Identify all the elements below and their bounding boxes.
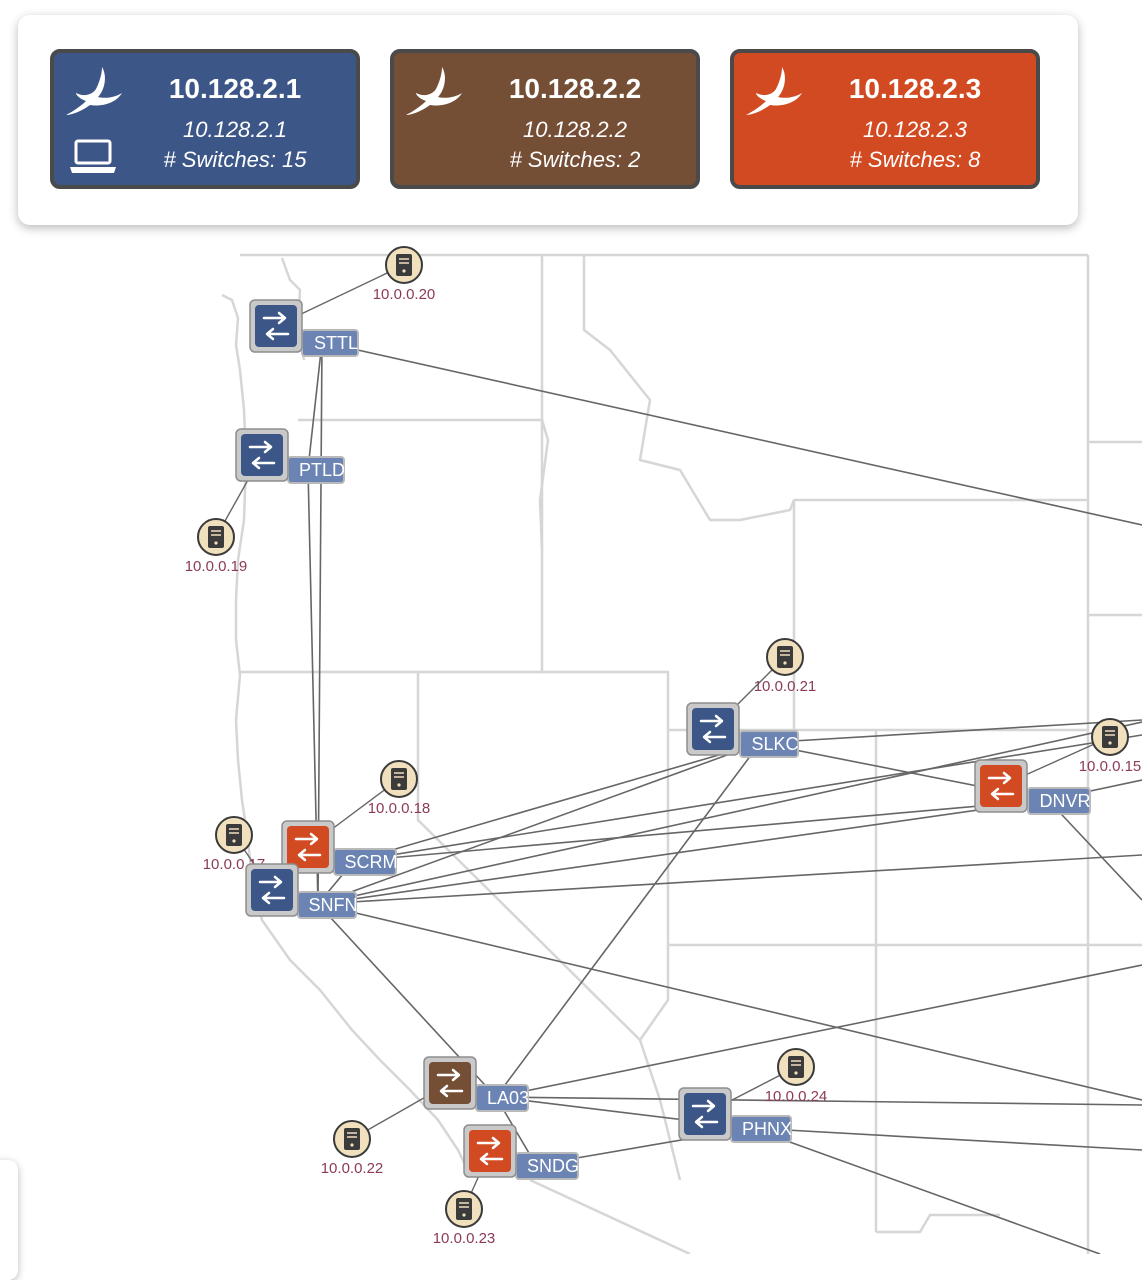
link-offmap-5 [317, 903, 1142, 1101]
switch-label: DNVR [1039, 791, 1090, 811]
link-snfn-slkc [317, 742, 761, 905]
host-label: 10.0.0.15 [1079, 758, 1142, 775]
switch-label: PHNX [742, 1119, 792, 1139]
switch-icon [686, 702, 740, 756]
host-node[interactable]: 10.0.0.21 [754, 638, 817, 695]
server-icon [1102, 726, 1118, 748]
controller-switch-count: # Switches: 15 [163, 147, 307, 172]
switch-node-snfn[interactable]: SNFN [245, 863, 358, 919]
link-sttl-snfn [317, 341, 323, 905]
link-offmap-7 [750, 1127, 1142, 1151]
controller-title: 10.128.2.3 [848, 73, 982, 104]
controller-subtitle: 10.128.2.3 [863, 117, 967, 142]
controller-card-3[interactable]: 10.128.2.3 10.128.2.3 # Switches: 8 [730, 49, 1040, 189]
switch-icon [245, 863, 299, 917]
link-offmap-9 [495, 1096, 1142, 1106]
host-node[interactable]: 10.0.0.19 [185, 518, 248, 575]
link-offmap-11 [353, 734, 1142, 862]
controller-switch-count: # Switches: 2 [509, 147, 641, 172]
host-label: 10.0.0.18 [368, 800, 431, 817]
network-map[interactable]: 10.0.0.20 10.0.0.19 10.0.0.21 10.0.0.15 10.0… [0, 0, 1142, 1254]
bird-icon [406, 67, 462, 115]
controller-subtitle: 10.128.2.1 [183, 117, 287, 142]
link-offmap-4 [1047, 799, 1142, 901]
controller-title: 10.128.2.2 [508, 73, 642, 104]
controller-card-1[interactable]: 10.128.2.1 10.128.2.1 # Switches: 15 [50, 49, 360, 189]
host-node[interactable]: 10.0.0.20 [373, 246, 436, 303]
switch-icon [678, 1087, 732, 1141]
server-icon [777, 646, 793, 668]
link-offmap-0 [321, 341, 1142, 526]
server-icon [396, 254, 412, 276]
bird-icon [746, 67, 802, 115]
switch-icon [235, 428, 289, 482]
switch-label: LA03 [487, 1088, 529, 1108]
link-slkc-la03 [495, 742, 761, 1098]
link-offmap-1 [759, 719, 1142, 744]
switch-label: SNDG [527, 1156, 579, 1176]
switch-node-dnvr[interactable]: DNVR [974, 759, 1091, 815]
link-snfn-dnvr [317, 799, 1049, 905]
switch-node-la03[interactable]: LA03 [423, 1056, 529, 1112]
server-icon [456, 1198, 472, 1220]
host-label: 10.0.0.22 [321, 1160, 384, 1177]
switch-label-box [1027, 787, 1091, 815]
host-node[interactable]: 10.0.0.18 [368, 760, 431, 817]
server-icon [208, 526, 224, 548]
server-icon [344, 1128, 360, 1150]
link-scrm-dnvr [353, 799, 1049, 862]
switch-icon [249, 299, 303, 353]
link-scrm-slkc [353, 742, 761, 862]
switch-node-phnx[interactable]: PHNX [678, 1087, 792, 1143]
link-offmap-8 [750, 1127, 1101, 1254]
link-offmap-6 [495, 964, 1142, 1098]
controller-subtitle: 10.128.2.2 [523, 117, 627, 142]
controllers-panel: 10.128.2.1 10.128.2.1 # Switches: 15 10.… [18, 15, 1078, 225]
side-panel-edge [0, 1160, 18, 1280]
host-label: 10.0.0.23 [433, 1230, 496, 1247]
host-node[interactable]: 10.0.0.24 [765, 1048, 828, 1105]
link-offmap-10 [317, 721, 1142, 905]
switch-icon [423, 1056, 477, 1110]
server-icon [391, 768, 407, 790]
switch-icon [463, 1124, 517, 1178]
host-label: 10.0.0.21 [754, 678, 817, 695]
host-label: 10.0.0.19 [185, 558, 248, 575]
switch-label: SLKC [751, 734, 798, 754]
host-node[interactable]: 10.0.0.23 [433, 1190, 496, 1247]
bird-icon [66, 67, 122, 115]
switch-node-sndg[interactable]: SNDG [463, 1124, 579, 1180]
server-icon [788, 1056, 804, 1078]
switch-label-box [739, 730, 799, 758]
link-sttl-ptld [307, 341, 323, 470]
host-node[interactable]: 10.0.0.15 [1079, 718, 1142, 775]
switch-label: STTL [314, 333, 358, 353]
switch-node-scrm[interactable]: SCRM [281, 820, 398, 876]
hosts-layer: 10.0.0.20 10.0.0.19 10.0.0.21 10.0.0.15 10.0… [185, 246, 1142, 1247]
switch-label: SNFN [309, 895, 358, 915]
controller-title: 10.128.2.1 [168, 73, 302, 104]
switch-node-sttl[interactable]: STTL [249, 299, 359, 357]
controller-card-2[interactable]: 10.128.2.2 10.128.2.2 # Switches: 2 [390, 49, 700, 189]
host-label: 10.0.0.24 [765, 1088, 828, 1105]
switch-icon [281, 820, 335, 874]
switch-node-ptld[interactable]: PTLD [235, 428, 345, 484]
switch-icon [974, 759, 1028, 813]
controller-switch-count: # Switches: 8 [849, 147, 981, 172]
switch-label: SCRM [345, 852, 398, 872]
switches-layer: STTL PTLD SCRM SNFN SLKC DNVR LA03 SNDG PHNX [235, 299, 1091, 1180]
switch-node-slkc[interactable]: SLKC [686, 702, 799, 758]
laptop-icon [70, 139, 116, 173]
switch-label: PTLD [299, 460, 345, 480]
host-node[interactable]: 10.0.0.22 [321, 1120, 384, 1177]
link-offmap-2 [317, 854, 1142, 905]
server-icon [226, 824, 242, 846]
host-label: 10.0.0.20 [373, 286, 436, 303]
